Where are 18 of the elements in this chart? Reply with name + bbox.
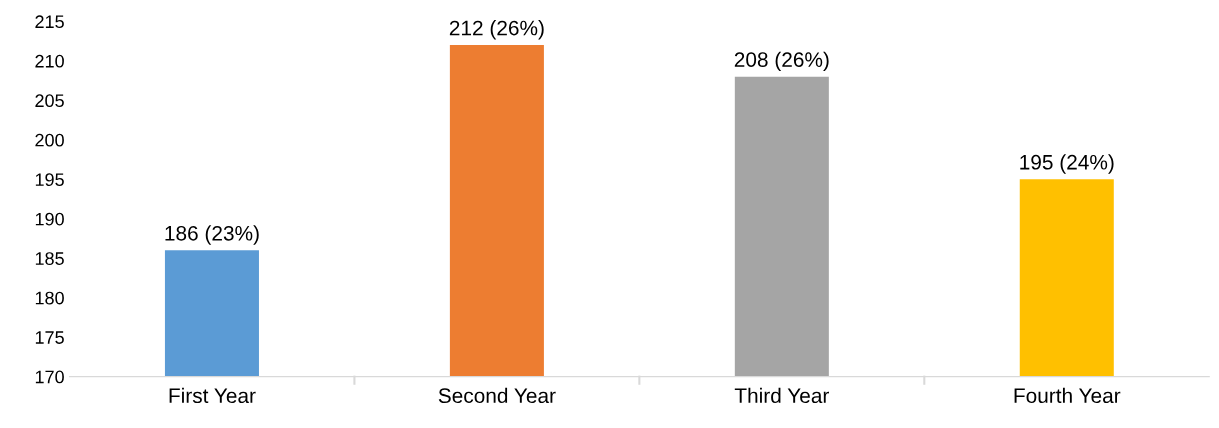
y-tick-label: 190 — [35, 212, 64, 226]
x-tick-label: Third Year — [734, 387, 829, 404]
data-label: 212 (26%) — [449, 20, 544, 40]
data-label: 195 (24%) — [1020, 154, 1114, 174]
y-tick-label: 195 — [35, 173, 64, 186]
y-tick-label: 215 — [35, 15, 64, 29]
x-tick-label: Second Year — [438, 387, 556, 404]
y-tick-label: 210 — [35, 54, 64, 68]
data-label: 208 (26%) — [734, 51, 829, 72]
y-tick-label: 205 — [35, 94, 64, 108]
y-tick-label: 175 — [35, 331, 64, 344]
y-tick-label: 200 — [35, 133, 64, 147]
y-tick-label: 180 — [35, 291, 64, 305]
y-tick-label: 170 — [35, 370, 64, 384]
data-label: 186 (23%) — [165, 225, 259, 245]
x-tick-label: Fourth Year — [1014, 387, 1121, 404]
x-tick-label: First Year — [169, 387, 256, 404]
y-tick-label: 185 — [35, 252, 64, 265]
